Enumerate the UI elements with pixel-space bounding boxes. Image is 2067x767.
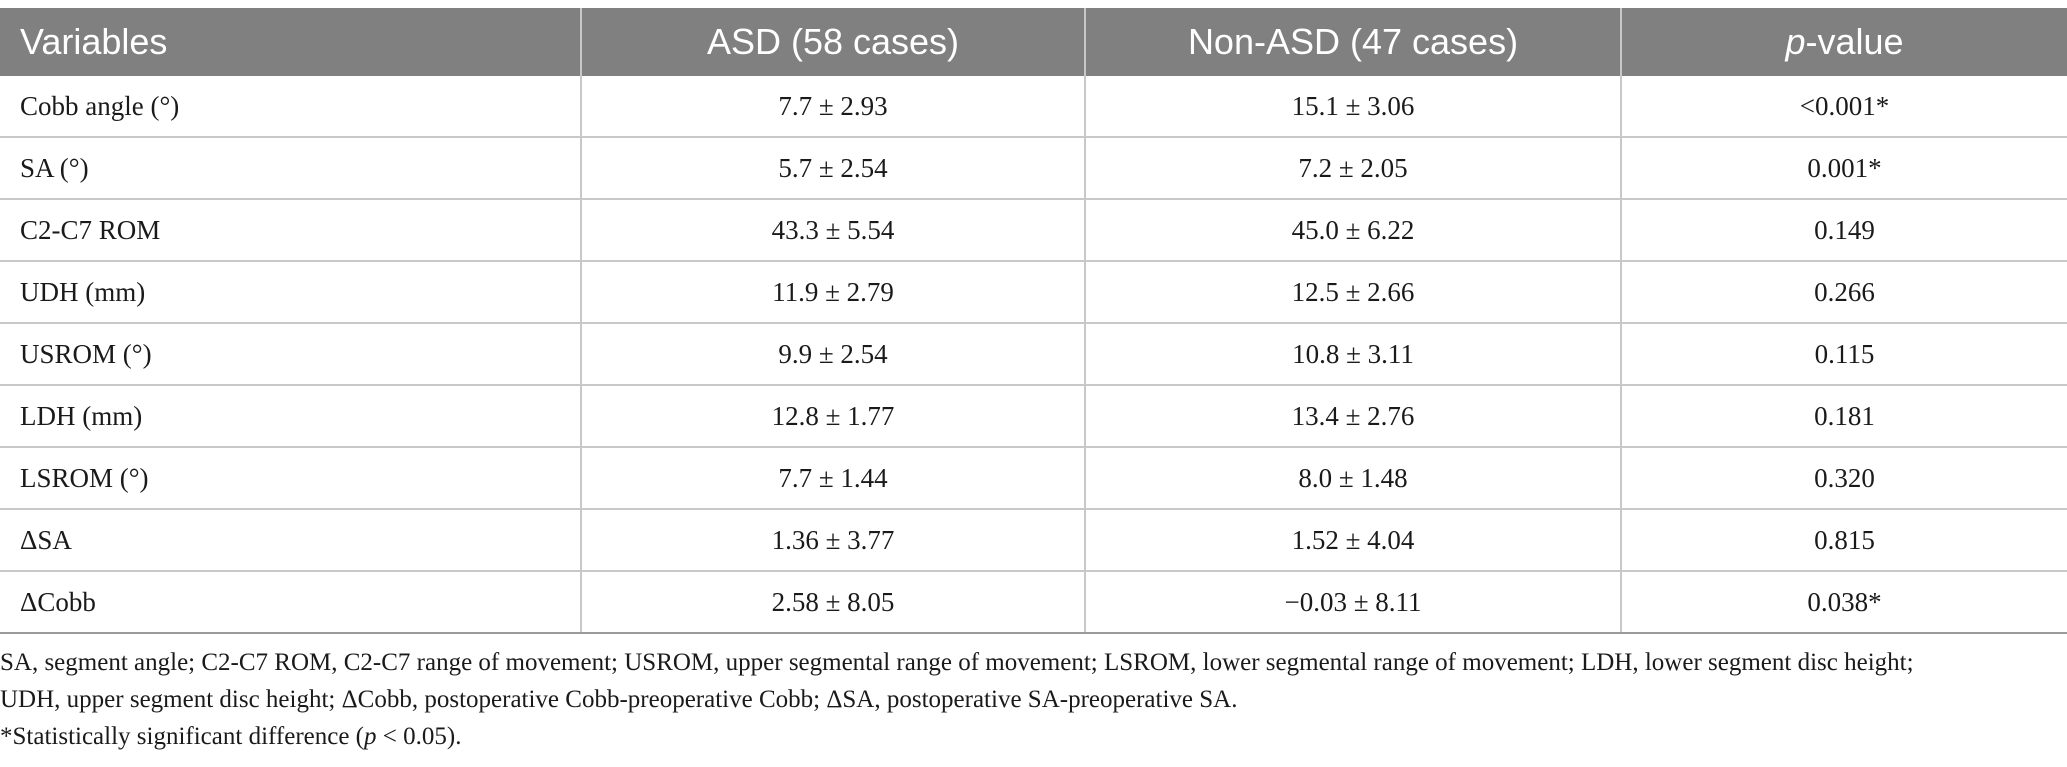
row-non-asd-value: 45.0 ± 6.22 <box>1085 199 1622 262</box>
row-variable: SA (°) <box>0 137 582 200</box>
row-non-asd-value: 10.8 ± 3.11 <box>1085 323 1622 386</box>
row-non-asd-value: −0.03 ± 8.11 <box>1085 571 1622 634</box>
row-p-value: 0.001* <box>1621 137 2067 200</box>
table-row: C2-C7 ROM 43.3 ± 5.54 45.0 ± 6.22 0.149 <box>0 199 2067 262</box>
table-row: USROM (°) 9.9 ± 2.54 10.8 ± 3.11 0.115 <box>0 323 2067 386</box>
row-variable: C2-C7 ROM <box>0 199 582 262</box>
header-non-asd: Non-ASD (47 cases) <box>1085 8 1622 76</box>
footnote-significance-suffix: < 0.05). <box>376 723 462 750</box>
row-asd-value: 43.3 ± 5.54 <box>581 199 1086 262</box>
row-non-asd-value: 8.0 ± 1.48 <box>1085 447 1622 510</box>
row-p-value: <0.001* <box>1621 76 2067 138</box>
row-asd-value: 7.7 ± 2.93 <box>581 76 1086 138</box>
footnote-abbreviations-line1: SA, segment angle; C2-C7 ROM, C2-C7 rang… <box>0 649 1914 676</box>
table-row: LSROM (°) 7.7 ± 1.44 8.0 ± 1.48 0.320 <box>0 447 2067 510</box>
table-header-row: Variables ASD (58 cases) Non-ASD (47 cas… <box>0 8 2067 76</box>
row-p-value: 0.815 <box>1621 509 2067 572</box>
footnote-abbreviations-line2: UDH, upper segment disc height; ΔCobb, p… <box>0 686 1238 713</box>
row-variable: LSROM (°) <box>0 447 582 510</box>
table-row: ΔSA 1.36 ± 3.77 1.52 ± 4.04 0.815 <box>0 509 2067 572</box>
table-row: ΔCobb 2.58 ± 8.05 −0.03 ± 8.11 0.038* <box>0 571 2067 634</box>
row-variable: LDH (mm) <box>0 385 582 448</box>
row-variable: Cobb angle (°) <box>0 76 582 138</box>
header-p-italic: p <box>1785 21 1806 62</box>
row-non-asd-value: 13.4 ± 2.76 <box>1085 385 1622 448</box>
footnote-significance-p: p <box>364 723 377 750</box>
results-table-container: Variables ASD (58 cases) Non-ASD (47 cas… <box>0 8 2067 634</box>
row-asd-value: 7.7 ± 1.44 <box>581 447 1086 510</box>
row-asd-value: 9.9 ± 2.54 <box>581 323 1086 386</box>
row-asd-value: 5.7 ± 2.54 <box>581 137 1086 200</box>
header-variables: Variables <box>0 8 582 76</box>
row-non-asd-value: 12.5 ± 2.66 <box>1085 261 1622 324</box>
table-row: SA (°) 5.7 ± 2.54 7.2 ± 2.05 0.001* <box>0 137 2067 200</box>
row-p-value: 0.266 <box>1621 261 2067 324</box>
row-non-asd-value: 15.1 ± 3.06 <box>1085 76 1622 138</box>
row-variable: ΔSA <box>0 509 582 572</box>
header-asd: ASD (58 cases) <box>581 8 1086 76</box>
footnote-significance: *Statistically significant difference (p… <box>0 718 2060 755</box>
row-p-value: 0.320 <box>1621 447 2067 510</box>
footnote-significance-prefix: *Statistically significant difference ( <box>0 723 365 750</box>
row-p-value: 0.181 <box>1621 385 2067 448</box>
row-asd-value: 11.9 ± 2.79 <box>581 261 1086 324</box>
row-p-value: 0.038* <box>1621 571 2067 634</box>
header-p-suffix: -value <box>1805 21 1904 62</box>
row-non-asd-value: 1.52 ± 4.04 <box>1085 509 1622 572</box>
table-footnotes: SA, segment angle; C2-C7 ROM, C2-C7 rang… <box>0 644 2060 755</box>
row-asd-value: 12.8 ± 1.77 <box>581 385 1086 448</box>
row-variable: UDH (mm) <box>0 261 582 324</box>
row-p-value: 0.149 <box>1621 199 2067 262</box>
row-variable: USROM (°) <box>0 323 582 386</box>
results-table: Variables ASD (58 cases) Non-ASD (47 cas… <box>0 8 2067 634</box>
table-row: UDH (mm) 11.9 ± 2.79 12.5 ± 2.66 0.266 <box>0 261 2067 324</box>
header-p-value: p-value <box>1621 8 2067 76</box>
row-asd-value: 2.58 ± 8.05 <box>581 571 1086 634</box>
row-p-value: 0.115 <box>1621 323 2067 386</box>
row-asd-value: 1.36 ± 3.77 <box>581 509 1086 572</box>
row-variable: ΔCobb <box>0 571 582 634</box>
table-row: LDH (mm) 12.8 ± 1.77 13.4 ± 2.76 0.181 <box>0 385 2067 448</box>
table-row: Cobb angle (°) 7.7 ± 2.93 15.1 ± 3.06 <0… <box>0 76 2067 138</box>
row-non-asd-value: 7.2 ± 2.05 <box>1085 137 1622 200</box>
